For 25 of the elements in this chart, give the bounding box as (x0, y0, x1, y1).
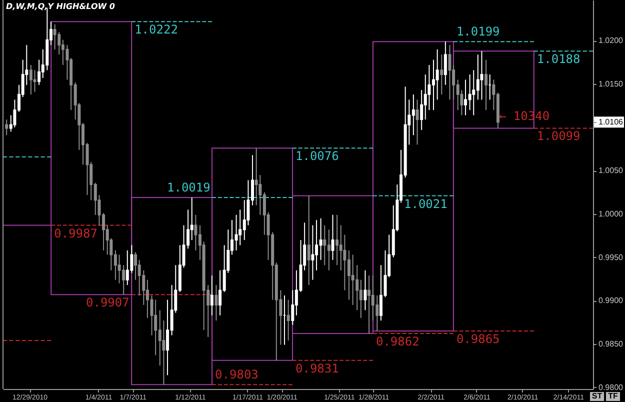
series-label: 1.0188 (536, 52, 580, 66)
series-label: 0.9862 (376, 334, 420, 349)
series-label: 0.9987 (54, 226, 98, 240)
y-tick-label: 0.9900 (598, 296, 624, 306)
series-label: 0.9831 (296, 361, 339, 376)
y-tick-label: 0.9850 (598, 339, 624, 348)
y-tick-label: 1.0150 (598, 80, 624, 89)
series-label: 1.0076 (296, 149, 339, 164)
series-label: 0.9907 (86, 296, 130, 310)
series-label: 1.0099 (536, 129, 580, 144)
y-tick-label: 1.0106 (598, 118, 624, 127)
y-tick-label: 0.9950 (598, 252, 624, 262)
series-label: 1.0021 (404, 196, 448, 211)
series-label: 1.0019 (167, 180, 210, 195)
chart-title: D,W,M,Q,Y HIGH&LOW 0 (6, 2, 116, 11)
text: TF (608, 392, 618, 400)
text: ST (592, 392, 602, 400)
series-label: 0.9803 (215, 368, 258, 382)
y-tick-label: 0.9800 (598, 382, 624, 392)
series-label: 0.9865 (456, 332, 500, 346)
y-tick-label: 1.0200 (598, 36, 624, 46)
y-tick-label: 1.0000 (598, 209, 624, 218)
series-label: 1.0199 (456, 24, 500, 39)
y-tick-label: 1.0050 (598, 166, 624, 176)
series-label: 1.0222 (134, 22, 178, 37)
